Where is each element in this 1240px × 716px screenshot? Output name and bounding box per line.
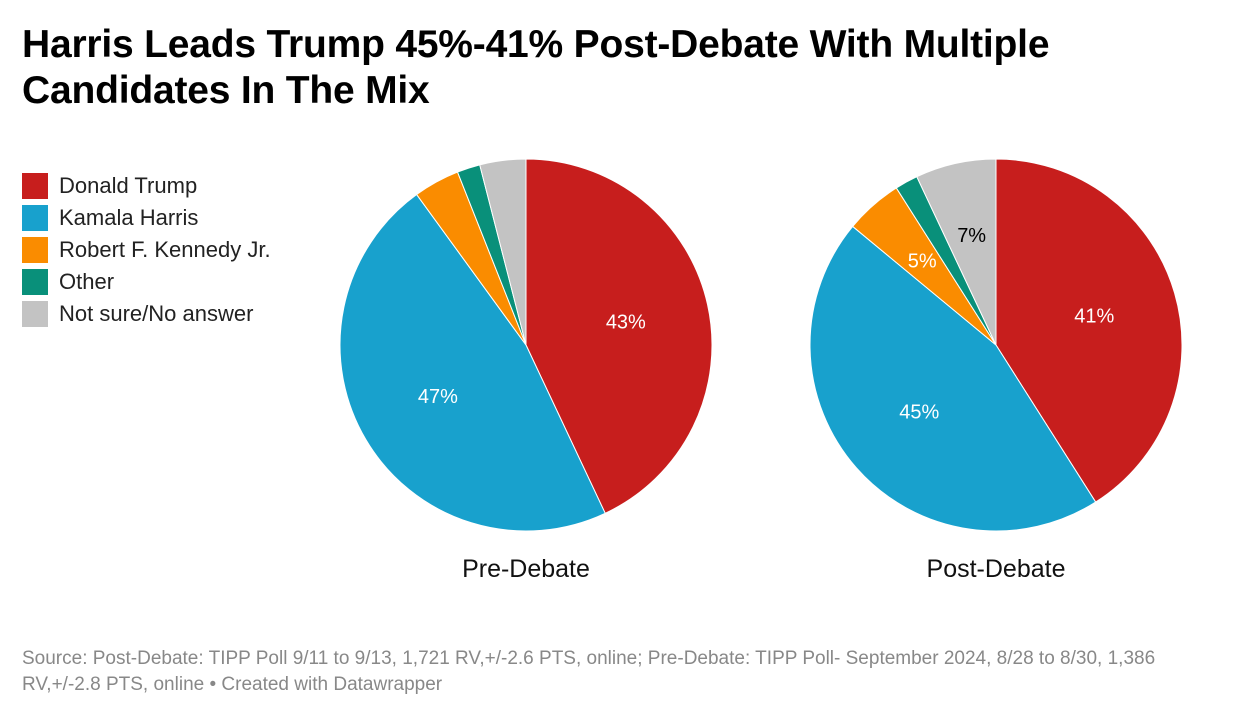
pie-data-label: 41% <box>1074 305 1114 327</box>
legend-swatch <box>22 269 48 295</box>
legend-swatch <box>22 301 48 327</box>
pie-title: Post-Debate <box>927 555 1066 583</box>
pie-post-debate: 41% 45% 5% 7% Post-Debate <box>809 158 1183 583</box>
pie-title: Pre-Debate <box>462 555 590 583</box>
legend-item-harris: Kamala Harris <box>22 202 271 234</box>
pie-data-label: 5% <box>908 250 937 272</box>
pie-slice-donald-trump <box>525 158 713 514</box>
source-note: Source: Post-Debate: TIPP Poll 9/11 to 9… <box>22 648 1156 695</box>
pie-slice-not-sure-no-answer <box>916 158 997 346</box>
legend-swatch <box>22 173 48 199</box>
pie-slice-donald-trump <box>995 158 1183 503</box>
legend-item-kennedy: Robert F. Kennedy Jr. <box>22 234 271 266</box>
legend-label: Robert F. Kennedy Jr. <box>59 237 271 262</box>
pie-pre-debate: 43% 47% Pre-Debate <box>339 158 713 583</box>
legend-item-other: Other <box>22 266 271 298</box>
pie-slice-kamala-harris <box>339 193 606 532</box>
pie-data-label: 47% <box>418 386 458 408</box>
legend-item-trump: Donald Trump <box>22 170 271 202</box>
pie-slice-kamala-harris <box>809 225 1097 532</box>
legend-swatch <box>22 205 48 231</box>
legend-item-not-sure: Not sure/No answer <box>22 298 271 330</box>
pie-data-label: 43% <box>606 312 646 334</box>
chart-title: Harris Leads Trump 45%-41% Post-Debate W… <box>22 23 1050 112</box>
legend: Donald Trump Kamala Harris Robert F. Ken… <box>22 170 271 330</box>
pie-data-label: 45% <box>899 402 939 424</box>
pie-data-label: 7% <box>957 225 986 247</box>
legend-label: Not sure/No answer <box>59 301 254 326</box>
legend-swatch <box>22 237 48 263</box>
legend-label: Donald Trump <box>59 173 198 198</box>
legend-label: Kamala Harris <box>59 205 199 230</box>
legend-label: Other <box>59 269 115 294</box>
pie-slice-not-sure-no-answer <box>479 158 527 346</box>
